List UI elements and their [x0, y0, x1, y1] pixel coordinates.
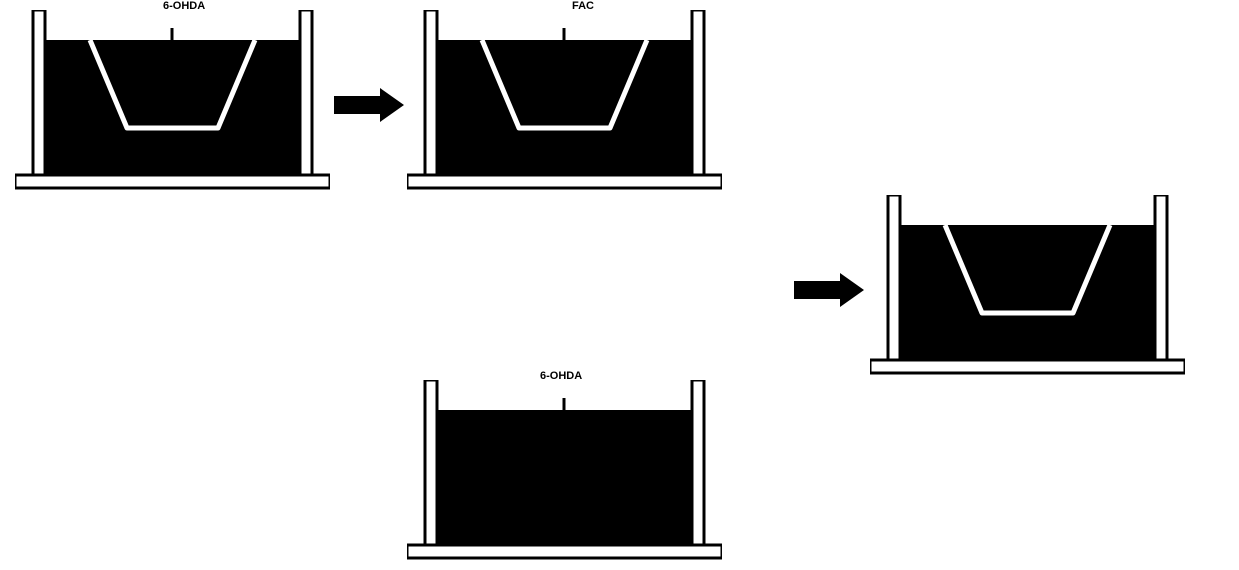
label-vessel-4: 6-OHDA	[540, 370, 582, 382]
vessel-top-left	[15, 10, 330, 190]
vessel-bottom	[407, 380, 722, 560]
vessel-top-right	[407, 10, 722, 190]
label-vessel-1: 6-OHDA	[163, 0, 205, 12]
arrow-2	[792, 270, 870, 310]
vessel-middle-right	[870, 195, 1185, 375]
label-vessel-2: FAC	[572, 0, 594, 12]
arrow-1	[332, 85, 410, 125]
